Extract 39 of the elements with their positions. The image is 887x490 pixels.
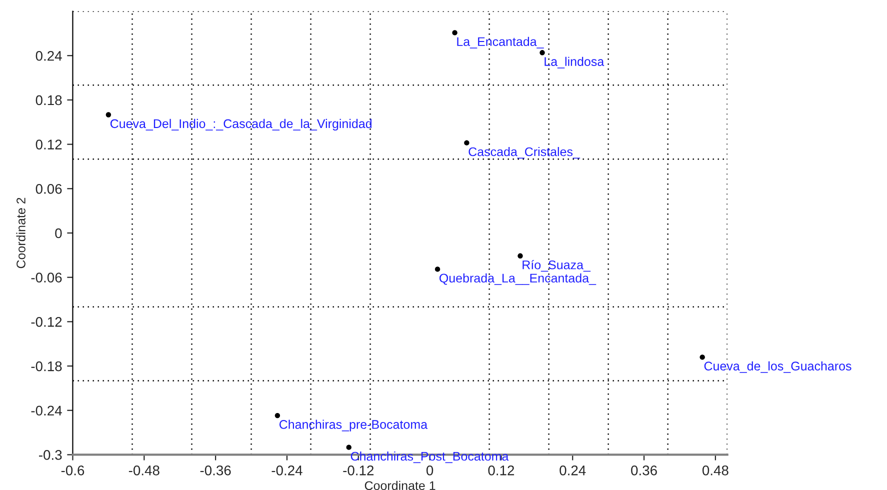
x-tick-label: -0.24 [272, 466, 302, 476]
x-tick-label: 0.12 [488, 466, 514, 476]
point [274, 412, 280, 418]
y-tick-label: -0.18 [31, 361, 62, 372]
y-tick-label: 0.18 [36, 95, 62, 106]
annotation: Cueva_de_los_Guacharos [704, 361, 852, 373]
point [464, 140, 470, 146]
x-axis-title: Coordinate 1 [364, 480, 436, 490]
annotation: Quebrada_La__Encantada_ [440, 273, 596, 285]
point [346, 444, 352, 450]
y-tick-label: 0.06 [36, 184, 62, 194]
y-tick-label: 0 [55, 228, 62, 238]
y-tick-label: 0.12 [36, 140, 62, 150]
annotation: La_Encantada_ [457, 36, 544, 48]
point [106, 112, 112, 118]
point [518, 253, 523, 259]
x-tick-label: -0.36 [200, 466, 231, 476]
annotation: Cueva_Del_Indio_:_Cascada_de_la_Virginidad [110, 118, 372, 131]
y-tick-label: 0.24 [36, 50, 62, 61]
y-tick-label: -0.24 [31, 406, 62, 416]
x-tick-label: 0 [426, 466, 434, 476]
y-tick-label: -0.3 [39, 450, 62, 460]
point [700, 354, 705, 360]
point [434, 266, 440, 272]
y-tick-label: -0.06 [31, 272, 62, 283]
annotation: Cascada_Cristales_ [468, 146, 580, 159]
x-tick-label: 0.36 [631, 466, 657, 476]
point [452, 30, 458, 36]
y-axis-title: Coordinate 2 [16, 198, 26, 268]
x-tick-label: 0.48 [702, 466, 728, 476]
y-tick-label: -0.12 [31, 317, 62, 327]
x-tick-label: -0.12 [343, 466, 374, 476]
point [540, 50, 545, 56]
annotation: Chanchiras_pre-Bocatoma [279, 420, 428, 432]
annotation: La_lindosa [544, 56, 604, 68]
x-tick-label: 0.24 [560, 466, 586, 476]
x-tick-label: -0.6 [61, 466, 84, 476]
x-tick-label: -0.48 [128, 466, 160, 476]
annotation: Río_Suaza_ [522, 260, 591, 272]
